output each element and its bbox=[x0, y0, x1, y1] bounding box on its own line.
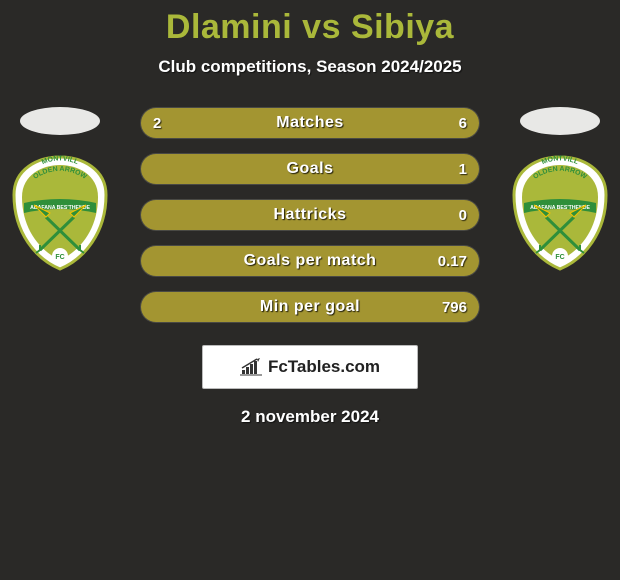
stat-bar: Hattricks0 bbox=[140, 199, 480, 231]
stat-bar-label: Goals per match bbox=[141, 246, 479, 276]
svg-text:FC: FC bbox=[55, 254, 64, 261]
stat-bar: Goals per match0.17 bbox=[140, 245, 480, 277]
title-vs: vs bbox=[302, 8, 341, 46]
brand-chart-icon bbox=[240, 358, 264, 376]
player-left-column: MONTVILL OLDEN ARROW ABAFANA BES'THENDE … bbox=[10, 107, 110, 271]
comparison-content: MONTVILL OLDEN ARROW ABAFANA BES'THENDE … bbox=[0, 107, 620, 427]
stat-bar-value-right: 6 bbox=[459, 108, 467, 138]
stat-bar-label: Goals bbox=[141, 154, 479, 184]
page-title: Dlamini vs Sibiya bbox=[0, 0, 620, 47]
player-right-avatar bbox=[520, 107, 600, 135]
svg-text:FC: FC bbox=[555, 254, 564, 261]
stat-bar-label: Matches bbox=[141, 108, 479, 138]
player-left-avatar bbox=[20, 107, 100, 135]
stat-bar-label: Min per goal bbox=[141, 292, 479, 322]
stat-bar: Min per goal796 bbox=[140, 291, 480, 323]
brand-box[interactable]: FcTables.com bbox=[202, 345, 418, 389]
title-player1: Dlamini bbox=[166, 8, 292, 46]
stat-bar-value-right: 796 bbox=[442, 292, 467, 322]
player-right-column: MONTVILL OLDEN ARROW ABAFANA BES'THENDE … bbox=[510, 107, 610, 271]
stat-bar-label: Hattricks bbox=[141, 200, 479, 230]
stat-bar-value-right: 1 bbox=[459, 154, 467, 184]
footer-date: 2 november 2024 bbox=[0, 407, 620, 427]
stat-bar-value-right: 0.17 bbox=[438, 246, 467, 276]
subtitle: Club competitions, Season 2024/2025 bbox=[0, 57, 620, 77]
stat-bar: Matches2 6 bbox=[140, 107, 480, 139]
stat-bar-value-left: 2 bbox=[153, 108, 161, 138]
player-left-club-badge: MONTVILL OLDEN ARROW ABAFANA BES'THENDE … bbox=[10, 155, 110, 271]
player-right-club-badge: MONTVILL OLDEN ARROW ABAFANA BES'THENDE … bbox=[510, 155, 610, 271]
brand-text: FcTables.com bbox=[268, 357, 380, 377]
stat-bars: Matches2 6 Goals1 Hattricks0 Goals per match… bbox=[140, 107, 480, 323]
stat-bar-value-right: 0 bbox=[459, 200, 467, 230]
stat-bar: Goals1 bbox=[140, 153, 480, 185]
title-player2: Sibiya bbox=[351, 8, 454, 46]
